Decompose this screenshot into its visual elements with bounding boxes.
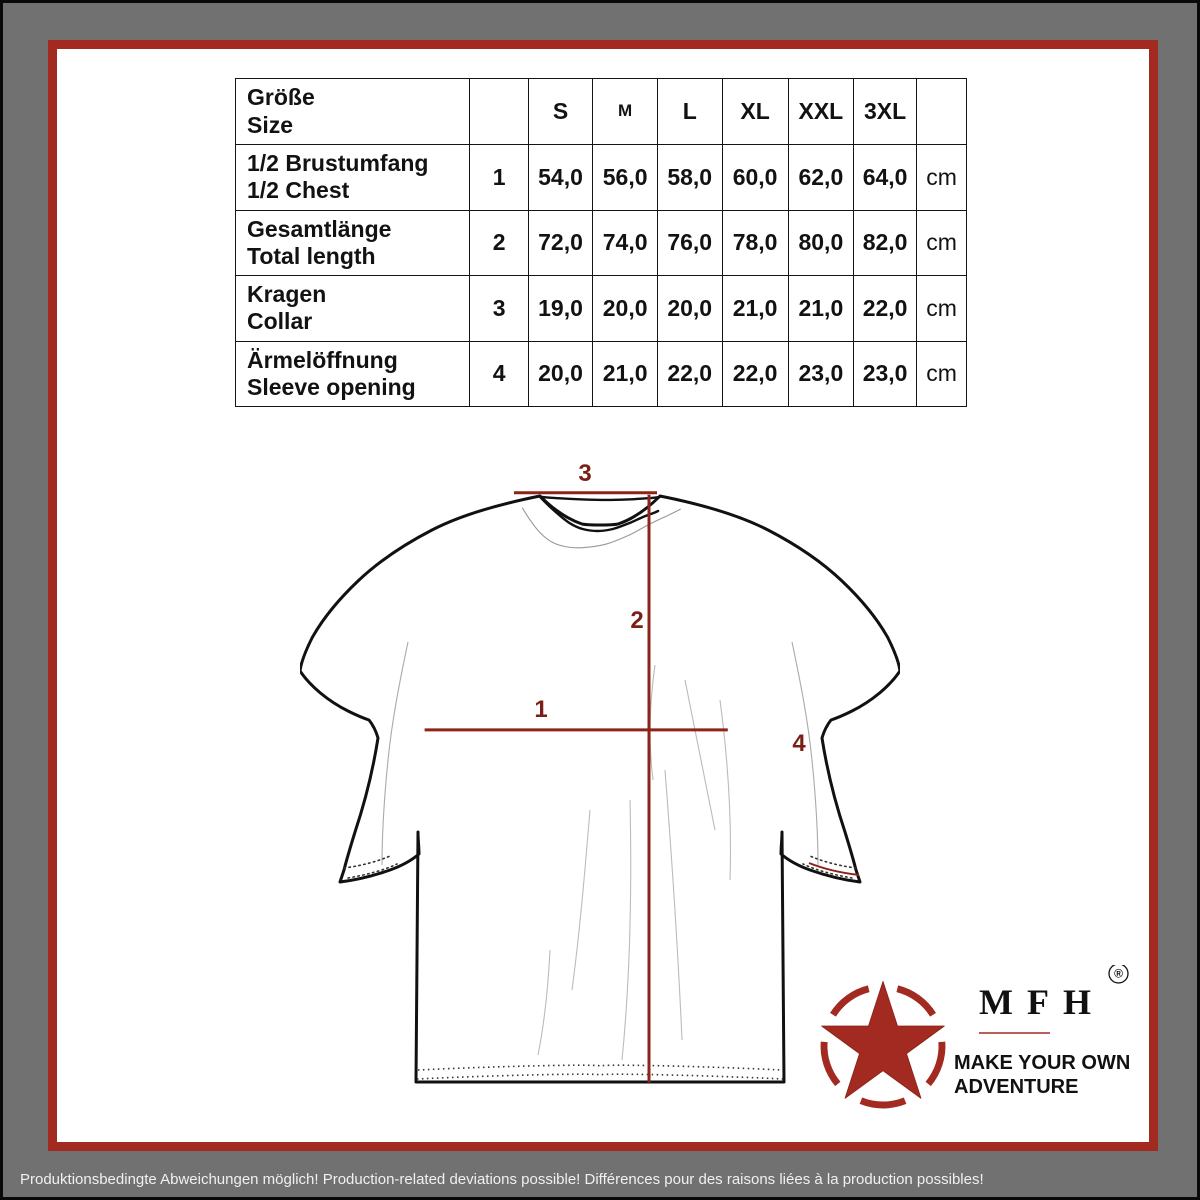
svg-text:2: 2: [630, 607, 643, 634]
svg-text:MAKE YOUR OWN: MAKE YOUR OWN: [954, 1052, 1130, 1074]
svg-text:4: 4: [792, 730, 806, 757]
svg-text:3: 3: [578, 460, 591, 487]
svg-text:®: ®: [1114, 967, 1123, 981]
svg-text:1: 1: [534, 696, 547, 723]
svg-text:MFH: MFH: [979, 982, 1105, 1022]
svg-text:ADVENTURE: ADVENTURE: [954, 1076, 1078, 1098]
